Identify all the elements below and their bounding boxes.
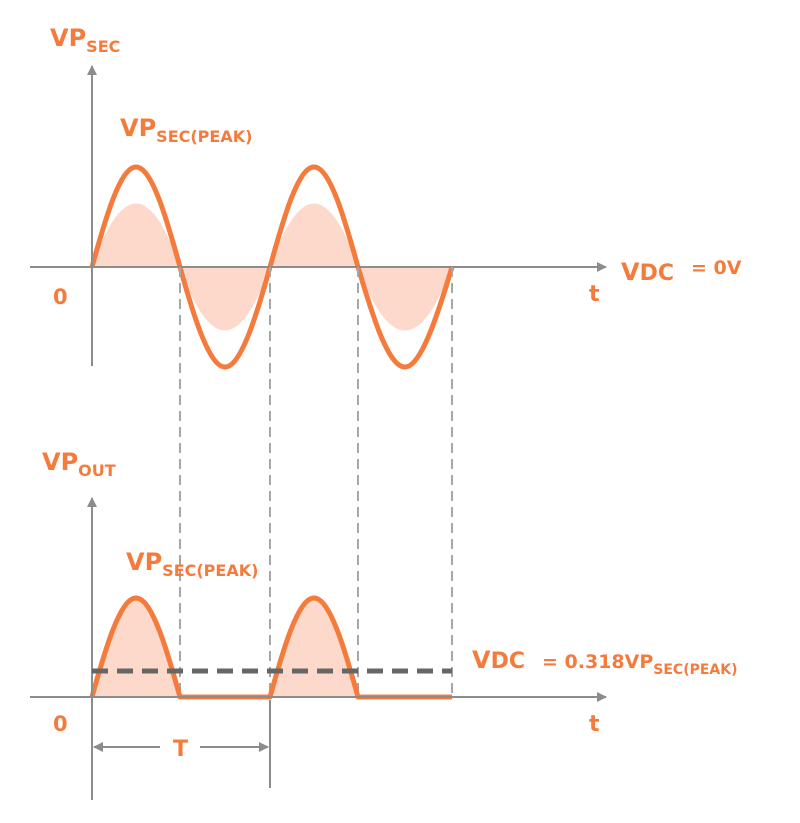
output-waveform-graph: VPOUT 0 t VPSEC(PEAK) T VDC = 0.318VPSEC…: [30, 448, 738, 800]
bottom-y-axis-label: VPOUT: [42, 448, 116, 480]
period-label: T: [173, 737, 188, 762]
top-vdc-value: = 0V: [691, 257, 742, 279]
top-peak-label: VPSEC(PEAK): [120, 114, 252, 146]
bottom-vdc-value: = 0.318VPSEC(PEAK): [542, 651, 738, 678]
dashed-guides: [179, 267, 453, 697]
top-y-axis-label: VPSEC: [50, 24, 120, 56]
top-vdc-label: VDC: [621, 258, 674, 286]
input-waveform-graph: VPSEC 0 t VPSEC(PEAK) VDC = 0V: [30, 24, 742, 370]
bottom-x-axis-label: t: [589, 712, 600, 737]
bottom-peak-label: VPSEC(PEAK): [126, 548, 258, 580]
bottom-origin-label: 0: [53, 712, 68, 736]
top-x-axis-label: t: [589, 282, 600, 307]
bottom-vdc-label: VDC: [472, 646, 525, 674]
top-origin-label: 0: [53, 285, 68, 309]
